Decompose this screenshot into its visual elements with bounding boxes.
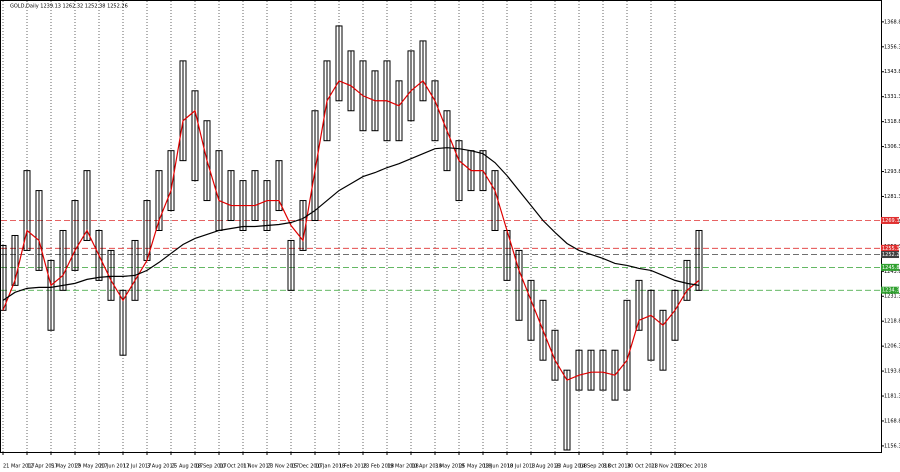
- x-tick-label: 1 Aug 2018: [531, 464, 560, 470]
- x-tick-label: 18 Jun 2018: [483, 464, 513, 470]
- level-tag: [881, 216, 899, 224]
- level-tag: [881, 263, 899, 271]
- x-tick-label: 20 Jun 2017: [99, 464, 129, 470]
- level-tag: [881, 286, 899, 294]
- y-tick-label: 1218.85: [884, 319, 900, 325]
- x-tick-label: 19 Mar 2018: [387, 464, 419, 470]
- x-tick-label: 14 Sep 2018: [579, 464, 611, 470]
- level-tag: [881, 251, 899, 259]
- y-tick-label: 1243.85: [884, 269, 900, 275]
- level-label: 1255.36: [882, 246, 900, 252]
- x-tick-label: 10 Oct 2017: [219, 464, 250, 470]
- x-tick-label: 12 Jul 2017: [123, 464, 151, 470]
- x-tick-label: 12 Apr 2017: [27, 464, 58, 470]
- x-tick-label: 10 Jul 2018: [507, 464, 535, 470]
- x-tick-label: 25 Aug 2017: [171, 464, 203, 470]
- y-tick-label: 1193.85: [884, 369, 900, 375]
- x-tick-label: 15 Dec 2017: [291, 464, 323, 470]
- x-tick-label: 3 Aug 2017: [147, 464, 176, 470]
- y-tick-label: 1368.85: [884, 19, 900, 25]
- x-tick-label: 23 Aug 2018: [555, 464, 587, 470]
- level-tag: [881, 244, 899, 252]
- x-tick-label: 29 May 2017: [75, 464, 108, 470]
- y-tick-label: 1356.35: [884, 44, 900, 50]
- x-tick-label: 8 Oct 2018: [603, 464, 631, 470]
- x-tick-label: 3 May 2018: [435, 464, 464, 470]
- x-tick-label: 30 Oct 2018: [627, 464, 658, 470]
- x-tick-label: 21 Nov 2018: [651, 464, 683, 470]
- level-label: 1252.26: [882, 252, 900, 258]
- x-tick-label: 25 May 2018: [459, 464, 492, 470]
- x-tick-label: 1 Feb 2018: [339, 464, 367, 470]
- x-tick-label: 23 Nov 2017: [267, 464, 299, 470]
- y-tick-label: 1306.35: [884, 144, 900, 150]
- y-tick-label: 1156.35: [884, 443, 900, 449]
- x-tick-label: 10 Jan 2018: [315, 464, 345, 470]
- y-tick-label: 1181.35: [884, 394, 900, 400]
- x-tick-label: 1 Nov 2017: [243, 464, 272, 470]
- x-tick-label: 21 Mar 2017: [3, 464, 35, 470]
- y-tick-label: 1168.85: [884, 418, 900, 424]
- y-tick-label: 1343.85: [884, 69, 900, 75]
- y-tick-label: 1331.35: [884, 94, 900, 100]
- moving-average: [2, 147, 700, 301]
- level-label: 1245.82: [882, 265, 900, 271]
- y-tick-label: 1318.85: [884, 119, 900, 125]
- x-tick-label: 5 May 2017: [51, 464, 80, 470]
- chart-title: GOLD,Daily 1239.13 1262.32 1252.38 1252.…: [10, 4, 128, 10]
- y-tick-label: 1293.85: [884, 169, 900, 175]
- y-tick-label: 1281.35: [884, 194, 900, 200]
- x-tick-label: 23 Feb 2018: [363, 464, 394, 470]
- y-tick-label: 1206.35: [884, 344, 900, 350]
- level-label: 1269.32: [882, 218, 900, 224]
- moving-average: [2, 79, 700, 381]
- x-tick-label: 18 Sep 2017: [195, 464, 227, 470]
- x-tick-label: 13 Dec 2018: [675, 464, 707, 470]
- level-label: 1234.37: [882, 288, 900, 294]
- y-tick-label: 1231.35: [884, 294, 900, 300]
- x-tick-label: 10 Apr 2018: [411, 464, 442, 470]
- plot-frame: [0, 0, 882, 453]
